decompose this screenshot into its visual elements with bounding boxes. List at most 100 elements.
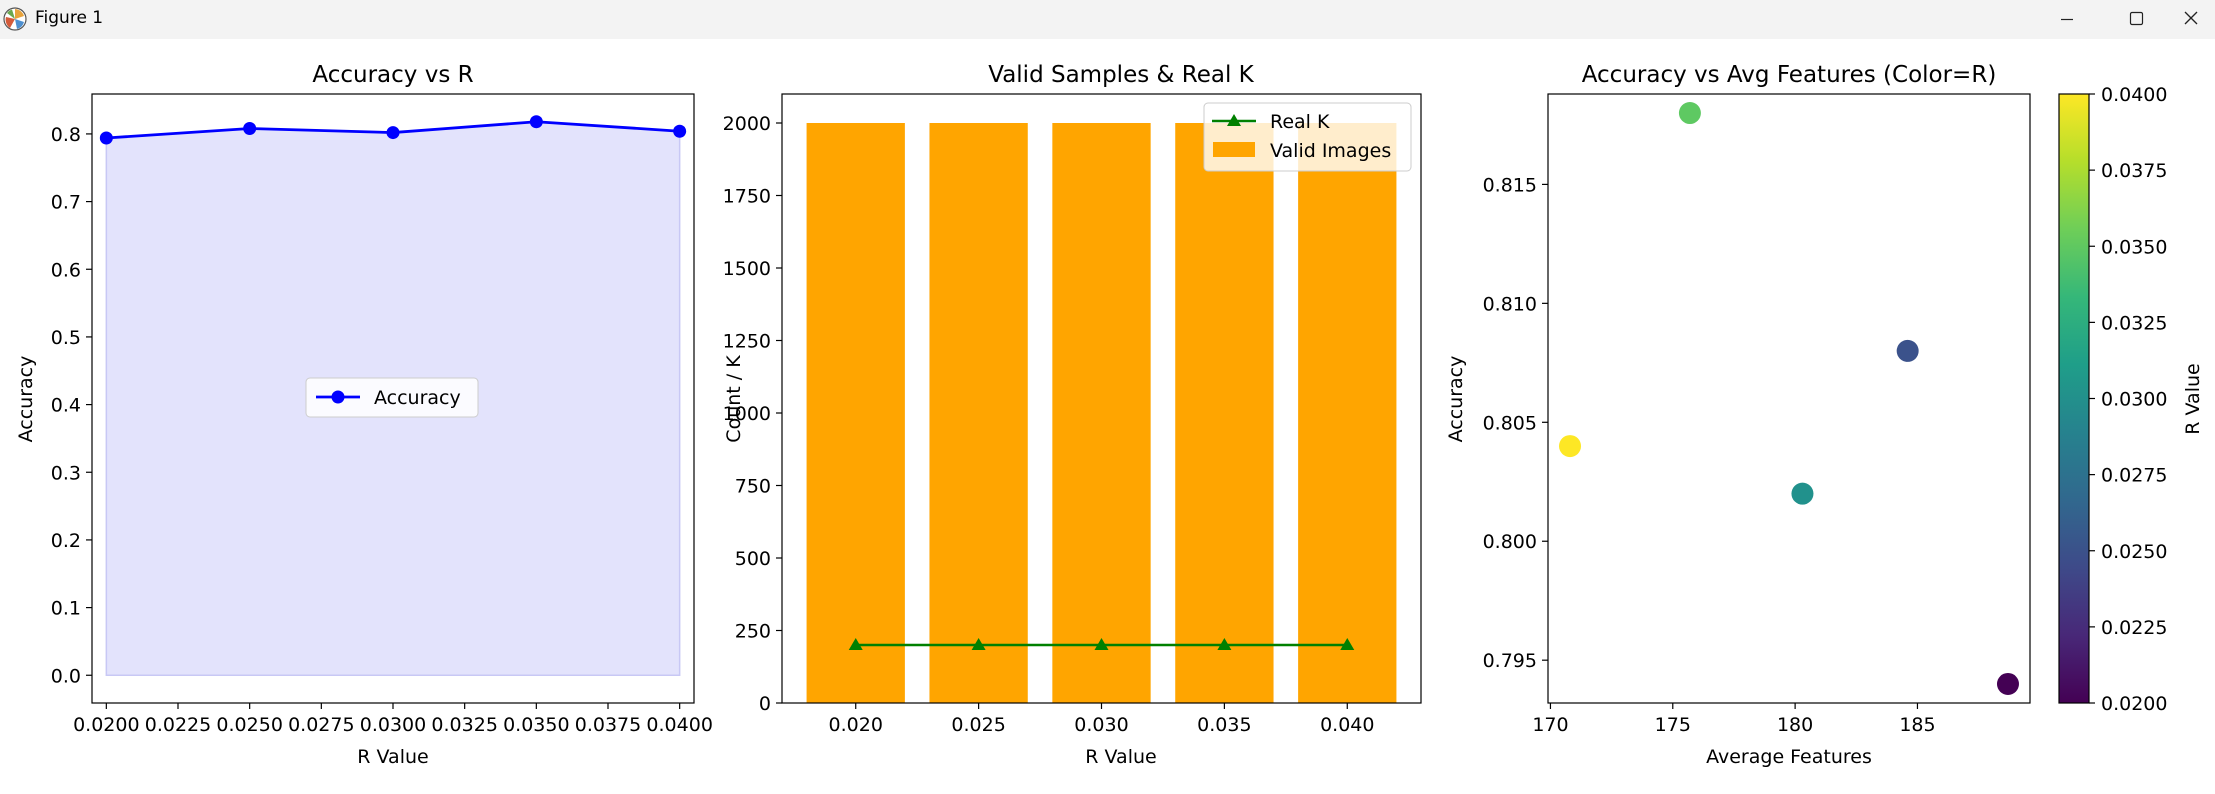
x-tick-label: 0.0300 [360, 714, 426, 736]
y-tick-label: 500 [735, 548, 771, 570]
legend-triangle-icon [1227, 114, 1241, 126]
x-tick-label: 0.035 [1197, 714, 1251, 736]
colorbar-tick-label: 0.0300 [2101, 389, 2167, 411]
colorbar-tick-label: 0.0250 [2101, 541, 2167, 563]
colorbar-label: R Value [2182, 363, 2204, 434]
data-point [99, 131, 113, 145]
y-tick-label: 0.1 [51, 598, 81, 620]
data-point [1217, 638, 1232, 650]
legend-marker-icon [331, 390, 345, 404]
maximize-button[interactable] [2105, 0, 2167, 39]
y-tick-label: 1000 [723, 403, 771, 425]
y-tick-label: 0.800 [1483, 531, 1537, 553]
matplotlib-icon [3, 7, 27, 31]
y-tick-label: 0.3 [51, 462, 81, 484]
y-tick-label: 1250 [723, 331, 771, 353]
axes-frame [1547, 93, 2031, 704]
x-tick-label: 0.0275 [288, 714, 354, 736]
bar [929, 123, 1028, 703]
title-bar: Figure 1 [0, 0, 2215, 39]
colorbar-tick-label: 0.0350 [2101, 236, 2167, 258]
y-tick-label: 1500 [723, 258, 771, 280]
y-tick-label: 0.795 [1483, 650, 1537, 672]
x-tick-label: 0.0250 [216, 714, 282, 736]
y-tick-label: 0.7 [51, 192, 81, 214]
data-point [673, 124, 687, 138]
colorbar-tick-label: 0.0200 [2101, 693, 2167, 715]
y-tick-label: 0.6 [51, 259, 81, 281]
data-point [1896, 339, 1919, 362]
y-axis-label: Accuracy [1445, 356, 1467, 443]
data-point [1791, 482, 1814, 505]
chart-valid-samples: 0.020 0.025 0.030 0.035 0.040 0 250 500 750 1000… [723, 62, 1422, 768]
minimize-icon [2061, 18, 2073, 21]
data-point [1678, 102, 1701, 125]
data-point [971, 638, 986, 650]
data-point [1340, 638, 1355, 650]
data-point [243, 122, 257, 136]
y-tick-label: 0.8 [51, 124, 81, 146]
colorbar-tick-label: 0.0375 [2101, 160, 2167, 182]
bar [1052, 123, 1151, 703]
legend-label-valid-images: Valid Images [1270, 140, 1391, 162]
chart-accuracy-vs-r: 0.0200 0.0225 0.0250 0.0275 0.0300 0.0325 0.03… [15, 62, 713, 768]
minimize-button[interactable] [2036, 0, 2098, 39]
y-tick-label: 0.4 [51, 395, 81, 417]
figure-svg: 0.0200 0.0225 0.0250 0.0275 0.0300 0.0325 0.03… [15, 62, 2204, 768]
data-point [529, 115, 543, 129]
x-tick-label: 0.0400 [646, 714, 712, 736]
y-tick-label: 1750 [723, 186, 771, 208]
x-tick-label: 0.025 [951, 714, 1005, 736]
chart-title: Valid Samples & Real K [988, 62, 1254, 88]
colorbar [2059, 94, 2089, 703]
y-tick-label: 250 [735, 621, 771, 643]
data-point [1094, 638, 1109, 650]
x-tick-label: 0.030 [1074, 714, 1128, 736]
data-point [1996, 672, 2019, 695]
data-point [1559, 435, 1582, 458]
y-tick-label: 750 [735, 476, 771, 498]
x-tick-label: 175 [1655, 714, 1691, 736]
x-tick-label: 0.040 [1320, 714, 1374, 736]
chart-accuracy-vs-features: 170 175 180 185 0.795 0.800 0.805 0.810 0.815 A… [1445, 62, 2204, 768]
bar [1298, 123, 1397, 703]
colorbar-tick-label: 0.0400 [2101, 84, 2167, 106]
data-point [386, 126, 400, 140]
x-axis-label: Average Features [1706, 746, 1872, 768]
maximize-icon [2129, 11, 2144, 26]
legend-bar-swatch [1213, 142, 1255, 157]
y-tick-label: 2000 [723, 113, 771, 135]
y-axis-label: Accuracy [15, 356, 37, 443]
chart-title: Accuracy vs R [312, 62, 473, 88]
x-tick-label: 0.020 [829, 714, 883, 736]
y-tick-label: 0.5 [51, 327, 81, 349]
legend-label: Accuracy [374, 387, 461, 409]
y-tick-label: 0 [759, 693, 771, 715]
y-tick-label: 0.815 [1483, 174, 1537, 196]
bar [1175, 123, 1274, 703]
data-point [848, 638, 863, 650]
x-tick-label: 0.0200 [73, 714, 139, 736]
legend: Real K Valid Images [1203, 102, 1412, 172]
bar [806, 123, 905, 703]
close-icon [2184, 11, 2198, 25]
y-tick-label: 0.2 [51, 530, 81, 552]
colorbar-tick-label: 0.0225 [2101, 617, 2167, 639]
y-axis-label: Count / K [723, 355, 745, 443]
x-tick-label: 185 [1899, 714, 1935, 736]
y-tick-label: 0.0 [51, 665, 81, 687]
x-tick-label: 0.0375 [575, 714, 641, 736]
x-tick-label: 0.0225 [145, 714, 211, 736]
x-tick-label: 0.0350 [503, 714, 569, 736]
legend-label-real-k: Real K [1270, 111, 1330, 133]
close-button[interactable] [2165, 0, 2215, 39]
colorbar-tick-label: 0.0325 [2101, 312, 2167, 334]
x-axis-label: R Value [1085, 746, 1156, 768]
x-axis-label: R Value [357, 746, 428, 768]
y-tick-label: 0.805 [1483, 412, 1537, 434]
legend: Accuracy [305, 377, 479, 418]
window-title: Figure 1 [35, 8, 104, 28]
chart-title: Accuracy vs Avg Features (Color=R) [1582, 62, 1997, 88]
x-tick-label: 0.0325 [431, 714, 497, 736]
colorbar-tick-label: 0.0275 [2101, 465, 2167, 487]
